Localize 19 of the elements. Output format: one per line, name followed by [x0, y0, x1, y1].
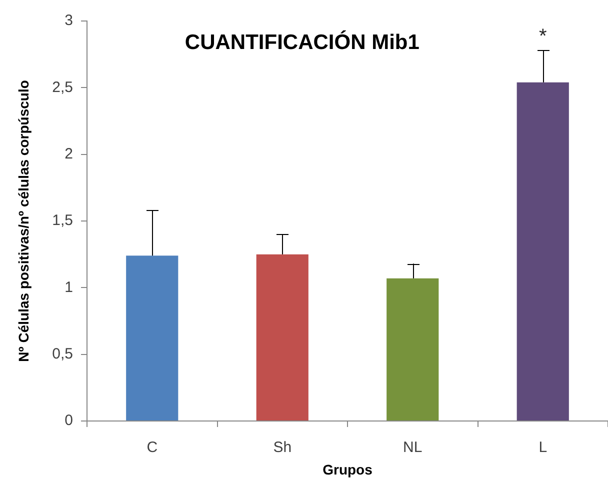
y-tick-label: 1 — [64, 278, 73, 296]
y-tick-label: 0 — [64, 412, 73, 430]
bar — [126, 256, 178, 420]
y-tick-label: 0,5 — [52, 345, 73, 362]
y-tick-label: 2,5 — [52, 78, 73, 96]
bar — [386, 278, 439, 420]
bar — [516, 82, 569, 420]
y-axis-title: Nº Células positivas/nº células corpúsculo — [15, 80, 32, 362]
x-tick-label: NL — [403, 439, 422, 456]
y-tick-label: 2 — [64, 145, 73, 162]
y-tick-label: 3 — [64, 12, 73, 30]
x-tick-label: L — [538, 439, 548, 456]
x-tick-label: C — [146, 439, 158, 456]
annotation: * — [538, 25, 547, 48]
x-tick-label: Sh — [273, 439, 292, 456]
x-axis-title: Grupos — [322, 461, 373, 478]
bar — [256, 254, 308, 420]
text: CUANTIFICACIÓN Mib1 — [184, 30, 420, 54]
y-tick-label: 1,5 — [52, 212, 73, 230]
